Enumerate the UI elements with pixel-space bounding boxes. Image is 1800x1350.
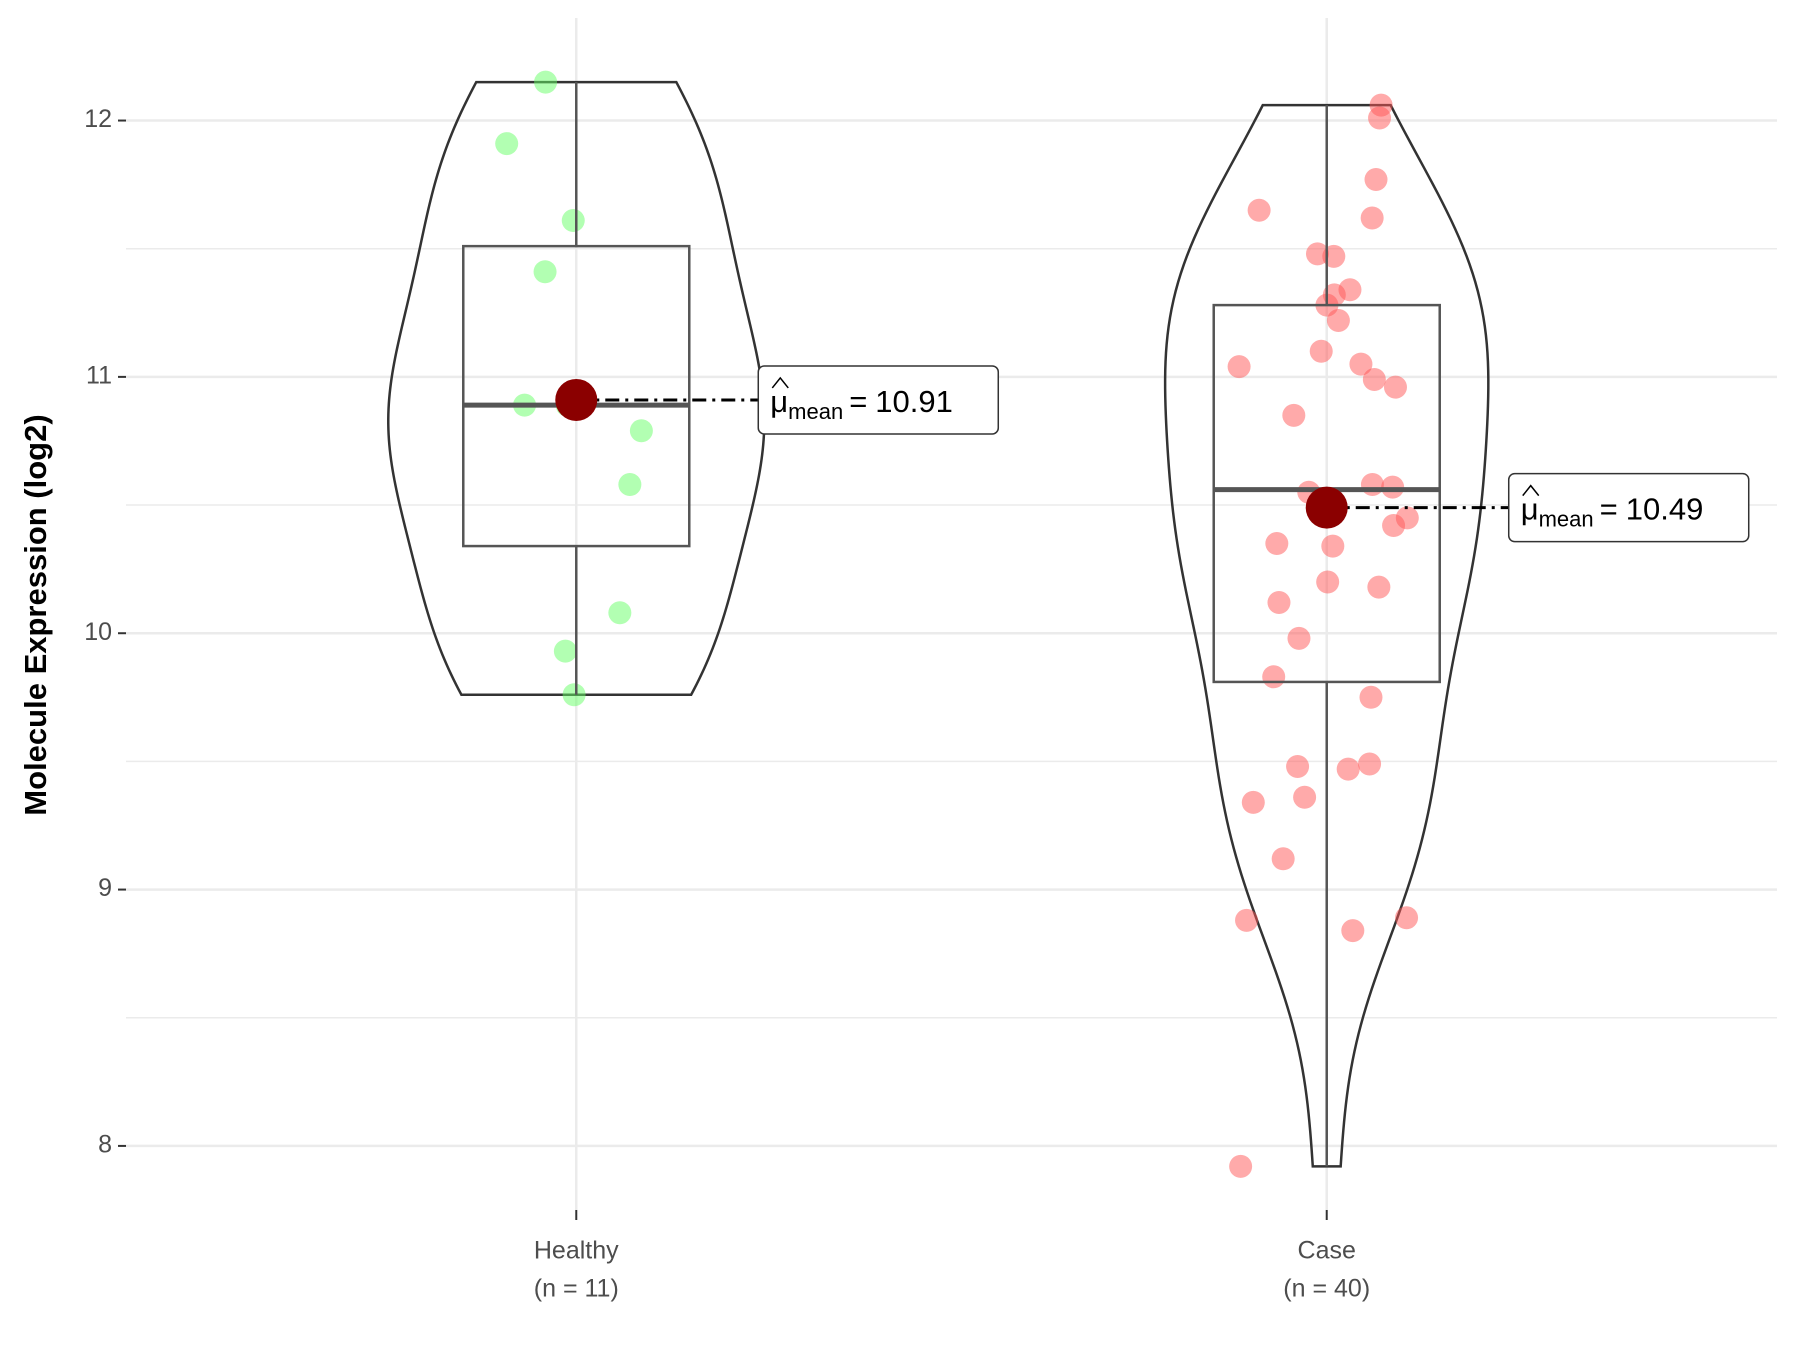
data-point [1241, 790, 1265, 814]
mean-subscript: mean [788, 399, 843, 424]
data-point [534, 70, 558, 94]
data-point [1362, 367, 1386, 391]
data-point [1360, 206, 1384, 230]
violin [387, 80, 766, 696]
y-tick-label: 11 [86, 361, 112, 389]
data-point [608, 601, 632, 625]
data-point [1293, 785, 1317, 809]
mean-hat [771, 376, 789, 389]
data-point [629, 419, 653, 443]
mean-label-box [1507, 472, 1750, 543]
data-point [1395, 906, 1419, 930]
mean-symbol: μ [770, 384, 788, 419]
data-point [1235, 908, 1259, 932]
data-point [1382, 514, 1406, 538]
x-tick-label: Healthy [534, 1237, 619, 1265]
data-point [495, 132, 519, 156]
data-point [1349, 352, 1373, 376]
data-point [1227, 355, 1251, 379]
mean-label: μmean = 10.91 [770, 384, 953, 424]
data-point [1383, 375, 1407, 399]
data-point [1336, 757, 1360, 781]
data-point [533, 260, 557, 284]
data-point [1305, 242, 1329, 266]
data-point [1247, 198, 1271, 222]
data-point [1271, 847, 1295, 871]
box [462, 244, 691, 548]
data-point [561, 209, 585, 233]
mean-label: μmean = 10.49 [1521, 492, 1704, 532]
y-axis-label: Molecule Expression (log2) [18, 414, 53, 815]
data-point [1265, 532, 1289, 556]
y-tick-label: 8 [98, 1131, 112, 1159]
data-point [1316, 570, 1340, 594]
mean-symbol: μ [1521, 492, 1539, 527]
x-tick-sublabel: (n = 11) [534, 1275, 619, 1303]
mean-value: 10.91 [875, 384, 953, 419]
y-tick-label: 12 [84, 105, 112, 133]
mean-relation: = [1600, 492, 1618, 527]
data-point [1326, 308, 1350, 332]
data-point [1358, 752, 1382, 776]
mean-subscript: mean [1539, 506, 1594, 531]
data-point [1321, 534, 1345, 558]
data-point [1229, 1154, 1253, 1178]
violin [1163, 103, 1490, 1168]
data-point [562, 683, 586, 707]
x-tick-label: Case [1298, 1237, 1356, 1265]
data-point [1364, 167, 1388, 191]
mean-point [1305, 486, 1348, 529]
data-point [1381, 475, 1405, 499]
y-tick-label: 9 [98, 874, 112, 902]
x-tick-sublabel: (n = 40) [1283, 1275, 1370, 1303]
data-point [1368, 106, 1392, 130]
data-point [1341, 919, 1365, 943]
data-point [1287, 626, 1311, 650]
mean-value: 10.49 [1626, 492, 1704, 527]
data-point [1267, 590, 1291, 614]
box [1212, 303, 1441, 684]
y-tick-label: 10 [84, 618, 112, 646]
data-point [1360, 473, 1384, 497]
data-point [1286, 755, 1310, 779]
data-point [1359, 685, 1383, 709]
mean-point [555, 378, 598, 421]
data-point [1282, 403, 1306, 427]
mean-hat [1522, 484, 1540, 497]
mean-relation: = [849, 384, 867, 419]
data-point [618, 473, 642, 497]
data-point [1309, 339, 1333, 363]
mean-label-box [757, 365, 1000, 435]
data-point [1367, 575, 1391, 599]
data-point [1262, 665, 1286, 689]
data-point [553, 639, 577, 663]
